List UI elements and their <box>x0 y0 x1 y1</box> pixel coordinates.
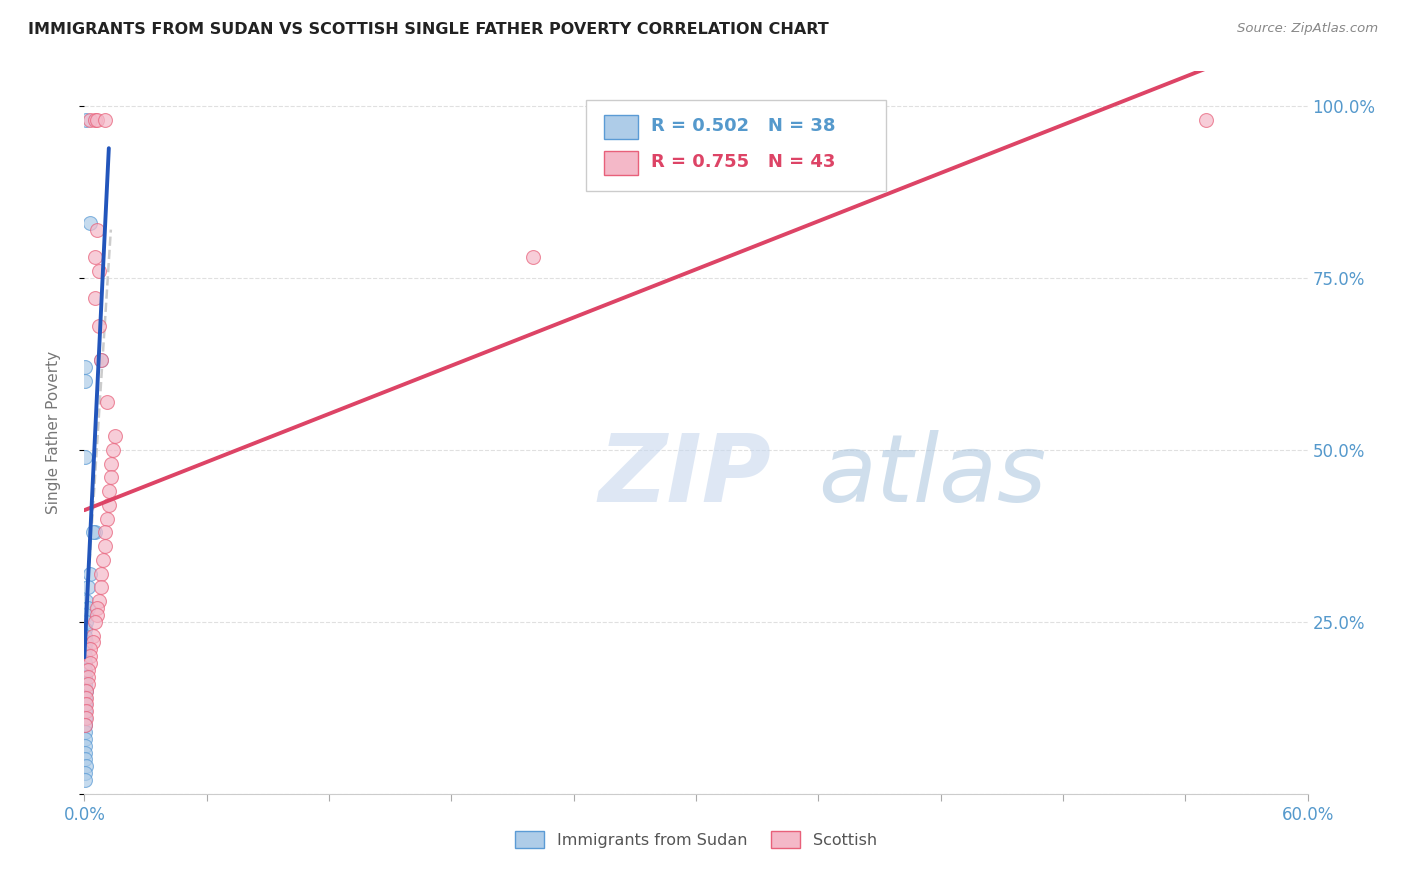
Text: Source: ZipAtlas.com: Source: ZipAtlas.com <box>1237 22 1378 36</box>
Point <box>73 731 96 746</box>
Point <box>79 216 101 230</box>
Point <box>77 670 100 684</box>
Point <box>82 635 104 649</box>
Point <box>77 601 100 615</box>
Point <box>73 718 96 732</box>
Point <box>86 601 108 615</box>
Point <box>93 112 115 127</box>
Point <box>90 353 112 368</box>
Point <box>83 615 105 629</box>
Point <box>75 615 97 629</box>
Point <box>73 360 96 375</box>
Point <box>97 498 120 512</box>
Point <box>77 677 100 691</box>
Point <box>73 450 96 464</box>
Point <box>83 112 105 127</box>
Point <box>73 739 96 753</box>
Point <box>73 670 96 684</box>
Point <box>79 656 101 670</box>
Point <box>87 318 110 333</box>
Point <box>73 663 96 677</box>
Point <box>77 663 100 677</box>
Point <box>75 607 97 622</box>
Point <box>83 250 105 264</box>
Point <box>100 457 122 471</box>
Point <box>75 635 97 649</box>
Point <box>75 759 97 773</box>
Point <box>96 511 118 525</box>
Text: ZIP: ZIP <box>598 430 770 522</box>
Point <box>79 649 101 664</box>
Point <box>73 704 96 718</box>
Point <box>91 553 114 567</box>
Point <box>82 525 104 540</box>
Point <box>77 581 100 595</box>
FancyBboxPatch shape <box>605 151 638 175</box>
Text: R = 0.502   N = 38: R = 0.502 N = 38 <box>651 117 835 135</box>
Text: IMMIGRANTS FROM SUDAN VS SCOTTISH SINGLE FATHER POVERTY CORRELATION CHART: IMMIGRANTS FROM SUDAN VS SCOTTISH SINGLE… <box>28 22 830 37</box>
Point <box>86 222 108 236</box>
Legend: Immigrants from Sudan, Scottish: Immigrants from Sudan, Scottish <box>509 824 883 855</box>
Point <box>90 566 112 581</box>
Point <box>73 642 96 657</box>
Point <box>73 649 96 664</box>
Point <box>83 292 105 306</box>
Point <box>73 690 96 705</box>
Point <box>104 429 127 443</box>
Point <box>101 442 124 457</box>
Point <box>79 566 101 581</box>
Point <box>100 470 122 484</box>
Point <box>75 594 97 608</box>
Point <box>93 539 115 553</box>
Point <box>75 112 97 127</box>
FancyBboxPatch shape <box>605 115 638 138</box>
Point <box>73 725 96 739</box>
Point <box>75 698 97 712</box>
Text: atlas: atlas <box>818 431 1046 522</box>
Point <box>73 766 96 780</box>
Point <box>522 250 544 264</box>
Point <box>87 594 110 608</box>
Point <box>79 642 101 657</box>
Point <box>75 690 97 705</box>
Point <box>1195 112 1218 127</box>
Point <box>75 683 97 698</box>
Point <box>73 656 96 670</box>
Point <box>83 525 105 540</box>
Point <box>86 112 108 127</box>
Point <box>73 622 96 636</box>
Point <box>75 683 97 698</box>
Text: R = 0.755   N = 43: R = 0.755 N = 43 <box>651 153 835 170</box>
Point <box>73 698 96 712</box>
Y-axis label: Single Father Poverty: Single Father Poverty <box>46 351 60 514</box>
Point <box>87 264 110 278</box>
Point <box>79 112 101 127</box>
Point <box>73 752 96 766</box>
Point <box>73 711 96 725</box>
Point <box>73 677 96 691</box>
Point <box>96 394 118 409</box>
Point <box>90 581 112 595</box>
Point <box>73 629 96 643</box>
FancyBboxPatch shape <box>586 100 886 191</box>
Point <box>93 525 115 540</box>
Point <box>73 635 96 649</box>
Point <box>73 718 96 732</box>
Point <box>97 484 120 499</box>
Point <box>75 711 97 725</box>
Point <box>73 374 96 388</box>
Point <box>86 607 108 622</box>
Point <box>73 746 96 760</box>
Point <box>90 353 112 368</box>
Point <box>82 629 104 643</box>
Point <box>75 704 97 718</box>
Point <box>73 773 96 788</box>
